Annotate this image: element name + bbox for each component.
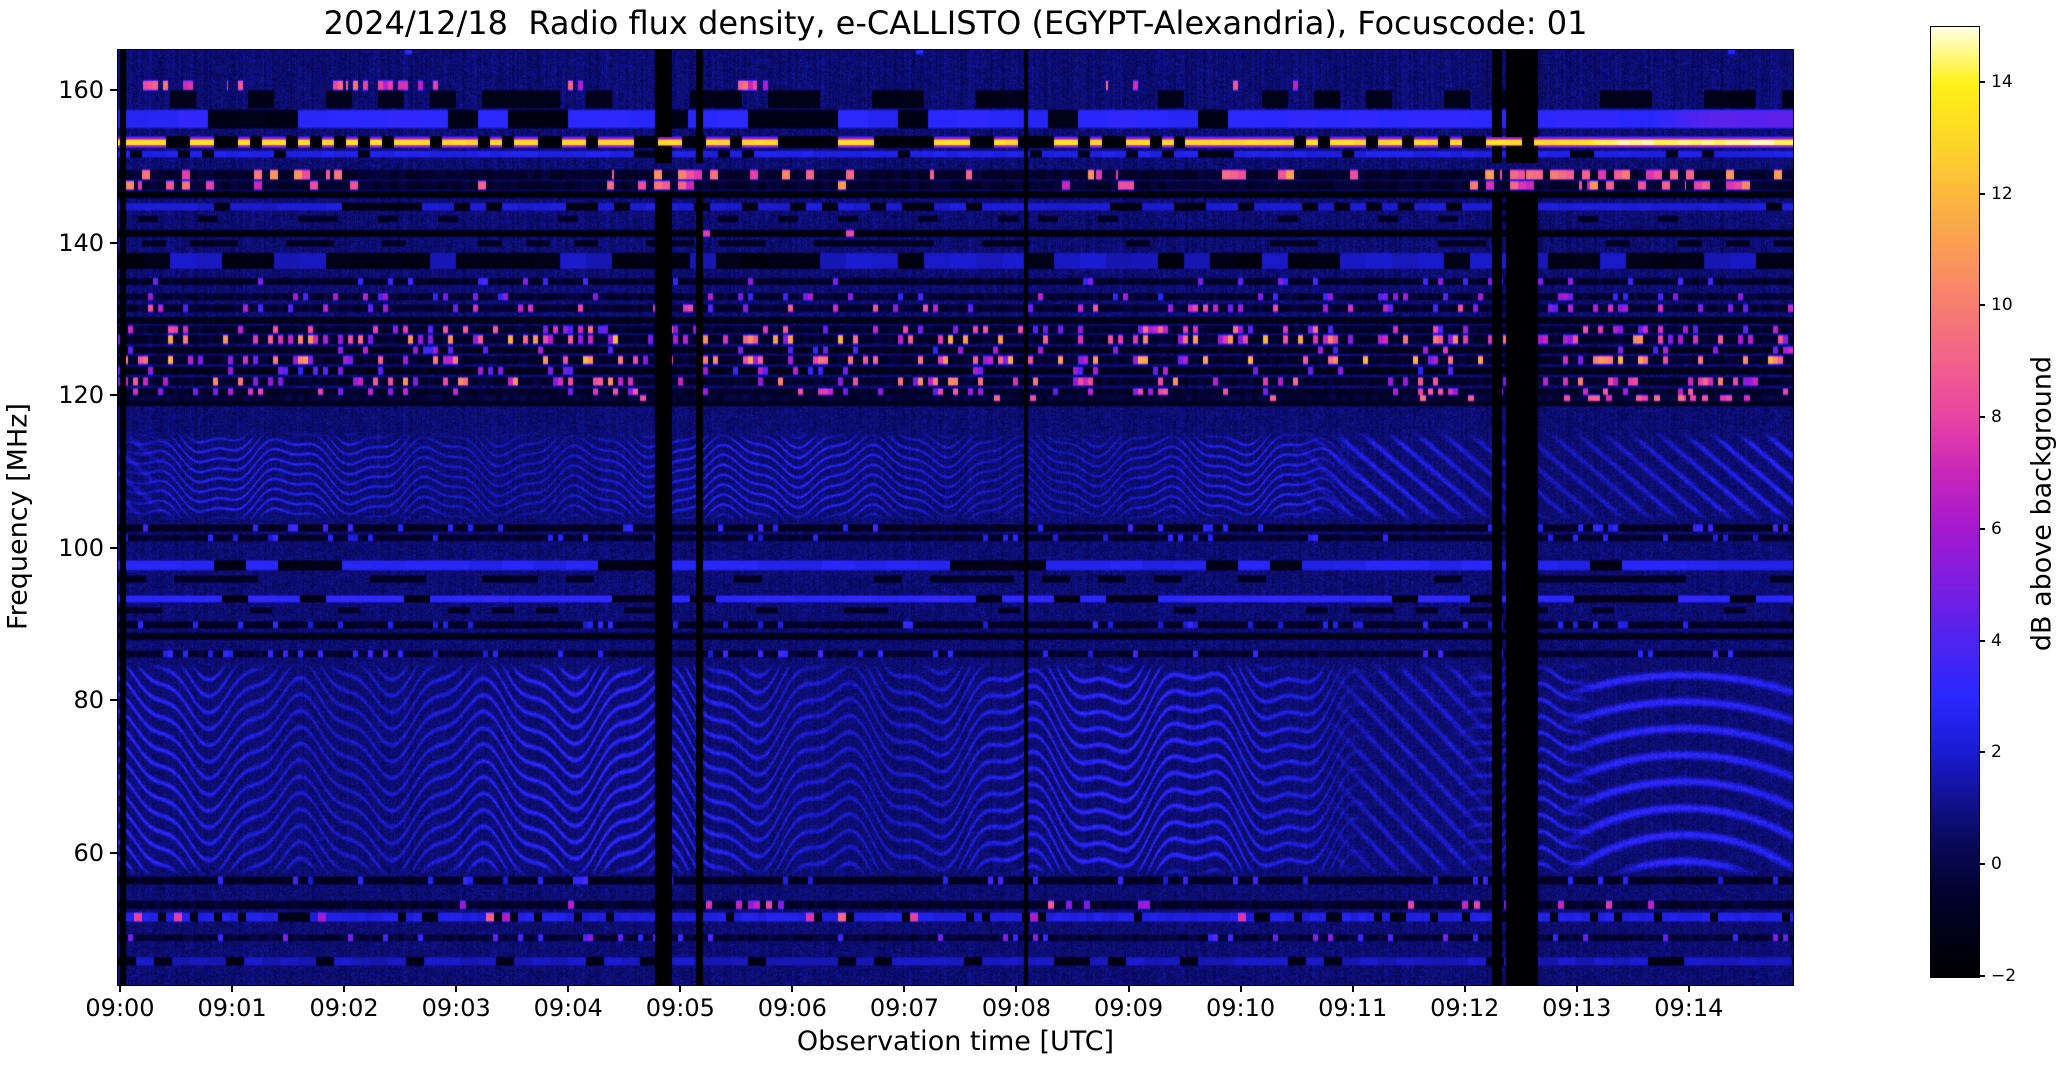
y-tick-label: 120: [58, 381, 104, 410]
x-tick-label: 09:08: [981, 994, 1052, 1022]
colorbar: [1930, 26, 1980, 978]
x-tick-label: 09:12: [1430, 994, 1500, 1022]
x-tick-mark: [679, 985, 682, 992]
y-tick-label: 160: [58, 75, 104, 104]
colorbar-tick-label: 10: [1991, 295, 2013, 316]
y-tick-mark: [110, 88, 117, 91]
x-tick-mark: [1239, 985, 1242, 992]
x-tick-label: 09:11: [1318, 994, 1388, 1022]
x-tick-label: 09:02: [309, 994, 379, 1022]
y-tick-mark: [110, 851, 117, 854]
x-tick-mark: [1127, 985, 1130, 992]
y-tick-label: 80: [73, 686, 104, 715]
x-tick-mark: [1463, 985, 1466, 992]
x-tick-label: 09:06: [757, 994, 827, 1022]
x-tick-mark: [567, 985, 570, 992]
colorbar-tick-mark: [1979, 304, 1985, 307]
x-tick-label: 09:05: [645, 994, 715, 1022]
x-tick-label: 09:10: [1206, 994, 1276, 1022]
y-tick-mark: [110, 241, 117, 244]
colorbar-gradient: [1931, 27, 1979, 977]
x-tick-label: 09:00: [85, 994, 155, 1022]
colorbar-tick-mark: [1979, 751, 1985, 754]
colorbar-tick-label: −2: [1991, 966, 2017, 986]
colorbar-label: dB above background: [2026, 355, 2058, 652]
colorbar-tick-label: 2: [1991, 742, 2002, 763]
x-tick-mark: [903, 985, 906, 992]
x-tick-mark: [1351, 985, 1354, 992]
colorbar-tick-mark: [1979, 863, 1985, 866]
colorbar-tick-mark: [1979, 416, 1985, 419]
spectrogram-plot-area: [117, 49, 1794, 986]
colorbar-tick-label: 4: [1991, 630, 2002, 651]
x-tick-label: 09:07: [869, 994, 939, 1022]
x-tick-mark: [1687, 985, 1690, 992]
plot-title: 2024/12/18 Radio flux density, e-CALLIST…: [323, 4, 1588, 42]
x-tick-mark: [791, 985, 794, 992]
x-tick-mark: [119, 985, 121, 992]
colorbar-tick-label: 0: [1991, 854, 2002, 875]
colorbar-tick-label: 6: [1991, 518, 2002, 539]
x-tick-label: 09:13: [1542, 994, 1612, 1022]
y-tick-label: 140: [58, 228, 104, 257]
colorbar-tick-label: 12: [1991, 183, 2013, 204]
x-tick-label: 09:01: [197, 994, 267, 1022]
y-axis-label: Frequency [MHz]: [2, 403, 34, 630]
y-tick-label: 60: [73, 838, 104, 867]
x-tick-label: 09:14: [1654, 994, 1724, 1022]
x-tick-mark: [1575, 985, 1578, 992]
colorbar-tick-mark: [1979, 192, 1985, 195]
colorbar-tick-mark: [1979, 975, 1985, 977]
colorbar-tick-mark: [1979, 639, 1985, 642]
colorbar-tick-mark: [1979, 80, 1985, 83]
y-tick-mark: [110, 699, 117, 702]
x-tick-label: 09:03: [421, 994, 491, 1022]
x-tick-mark: [343, 985, 346, 992]
y-tick-mark: [110, 546, 117, 549]
colorbar-tick-label: 8: [1991, 407, 2002, 428]
x-tick-label: 09:09: [1093, 994, 1164, 1022]
colorbar-tick-mark: [1979, 527, 1985, 530]
x-tick-mark: [1015, 985, 1018, 992]
x-tick-mark: [455, 985, 458, 992]
x-tick-label: 09:04: [533, 994, 603, 1022]
y-tick-mark: [110, 394, 117, 397]
spectrogram-heatmap: [118, 50, 1793, 985]
x-axis-label: Observation time [UTC]: [796, 1026, 1115, 1057]
x-tick-mark: [231, 985, 234, 992]
y-tick-label: 100: [58, 533, 104, 562]
colorbar-tick-label: 14: [1991, 71, 2013, 92]
